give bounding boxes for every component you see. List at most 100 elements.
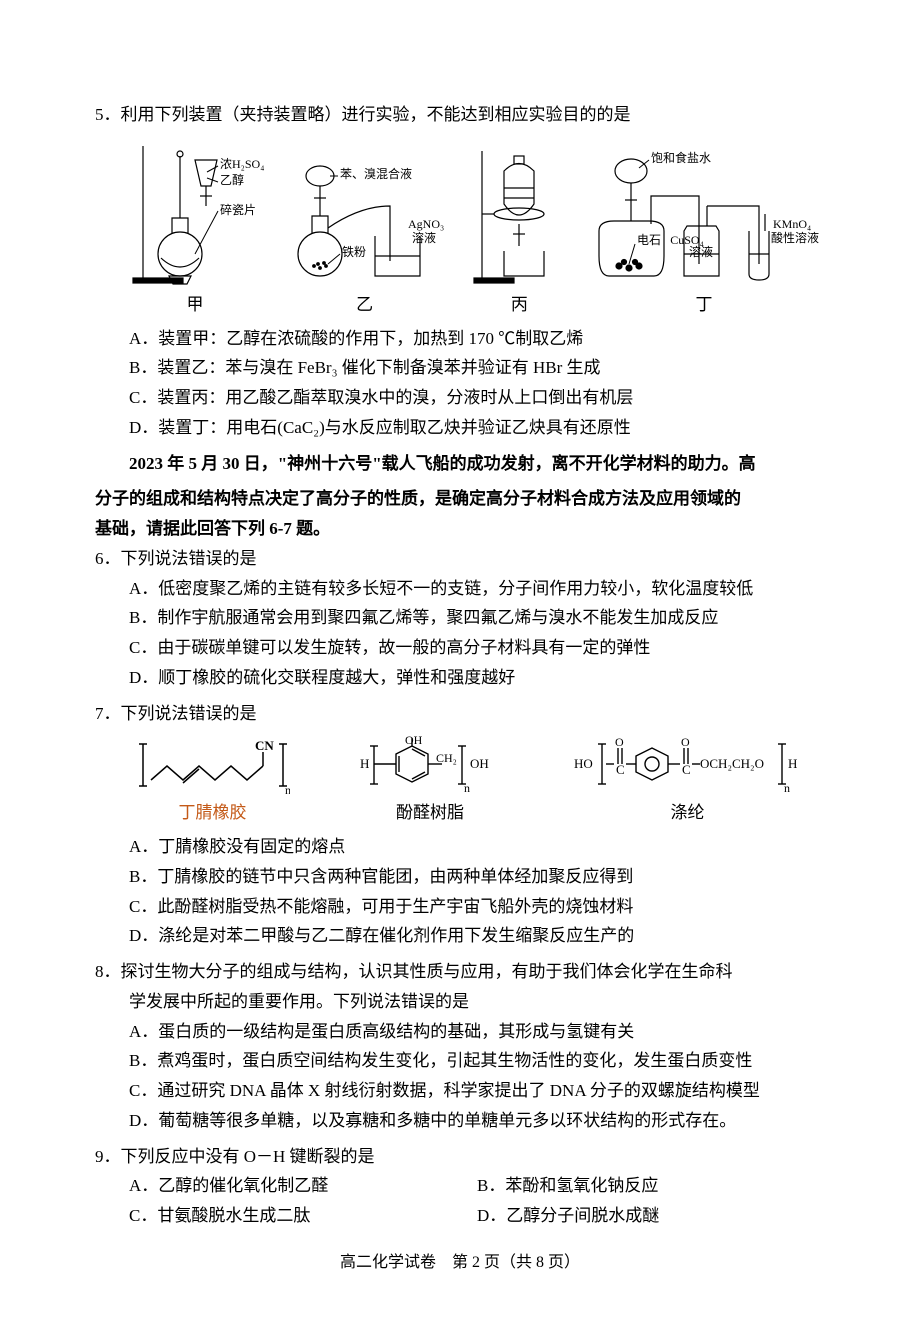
q8-opt-c-text: 通过研究 DNA 晶体 X 射线衍射数据，科学家提出了 DNA 分子的双螺旋结构…	[157, 1081, 760, 1100]
context-line-2: 分子的组成和结构特点决定了高分子的性质，是确定高分子材料合成方法及应用领域的	[95, 484, 825, 514]
q9-stem: 9．下列反应中没有 O－H 键断裂的是	[95, 1142, 825, 1172]
pf-left-h: H	[360, 756, 369, 771]
pet-o1: O	[615, 735, 624, 749]
q5-number: 5．	[95, 105, 121, 124]
q8-opt-c: C．通过研究 DNA 晶体 X 射线衍射数据，科学家提出了 DNA 分子的双螺旋…	[129, 1076, 825, 1106]
q5-opt-d: D．装置丁：用电石(CaC₂)与水反应制取乙炔并验证乙炔具有还原性	[129, 413, 825, 443]
q9-options-row-1: A．乙醇的催化氧化制乙醛 B．苯酚和氢氧化钠反应	[95, 1171, 825, 1201]
question-5: 5．利用下列装置（夹持装置略）进行实验，不能达到相应实验目的的是	[95, 100, 825, 443]
q6-opt-c-text: 由于碳碳单键可以发生旋转，故一般的高分子材料具有一定的弹性	[157, 638, 650, 657]
q5-stem-text: 利用下列装置（夹持装置略）进行实验，不能达到相应实验目的的是	[121, 105, 631, 124]
q5-opt-d-text: 装置丁：用电石(CaC₂)与水反应制取乙炔并验证乙炔具有还原性	[158, 418, 630, 437]
diagram-bing: 丙	[464, 136, 574, 320]
q9-opt-a-text: 乙醇的催化氧化制乙醛	[158, 1176, 328, 1195]
pf-n: n	[464, 781, 470, 795]
pet-label: 涤纶	[671, 798, 705, 828]
q7-structures: CN n 丁腈橡胶	[135, 734, 825, 828]
q7-stem-text: 下列说法错误的是	[121, 704, 257, 723]
q8-opt-b: B．煮鸡蛋时，蛋白质空间结构发生变化，引起其生物活性的变化，发生蛋白质变性	[129, 1046, 825, 1076]
q6-opt-b: B．制作宇航服通常会用到聚四氟乙烯等，聚四氟乙烯与溴水不能发生加成反应	[129, 603, 825, 633]
jia-label-1: 浓H₂SO₄	[220, 157, 264, 171]
q8-opt-d-text: 葡萄糖等很多单糖，以及寡糖和多糖中的单糖单元多以环状结构的形式存在。	[158, 1111, 736, 1130]
q7-options: A．丁腈橡胶没有固定的熔点 B．丁腈橡胶的链节中只含两种官能团，由两种单体经加聚…	[95, 832, 825, 951]
q5-stem: 5．利用下列装置（夹持装置略）进行实验，不能达到相应实验目的的是	[95, 100, 825, 130]
yi-label-2: 铁粉	[342, 245, 366, 259]
bing-caption: 丙	[511, 290, 528, 320]
q9-opt-c-text: 甘氨酸脱水生成二肽	[157, 1206, 310, 1225]
q9-opt-d: D．乙醇分子间脱水成醚	[477, 1201, 825, 1231]
q7-number: 7．	[95, 704, 121, 723]
q8-number: 8．	[95, 962, 121, 981]
q5-opt-b: B．装置乙：苯与溴在 FeBr₃ 催化下制备溴苯并验证有 HBr 生成	[129, 353, 825, 383]
diagram-ding: 饱和食盐水 电石 CuSO₄ 溶液 KMnO₄ 酸性溶液 丁	[589, 136, 819, 320]
context-line-3: 基础，请据此回答下列 6-7 题。	[95, 514, 825, 544]
pf-oh: OH	[405, 734, 423, 747]
yi-label-4: 溶液	[412, 230, 436, 245]
pet-och2: OCH₂CH₂O	[700, 756, 764, 771]
q9-stem-text: 下列反应中没有 O－H 键断裂的是	[121, 1147, 375, 1166]
q6-opt-d: D．顺丁橡胶的硫化交联程度越大，弹性和强度越好	[129, 663, 825, 693]
struct-pet: O O HO C C OCH₂CH₂O H n 涤纶	[570, 734, 805, 828]
diagram-yi: 苯、溴混合液 铁粉 AgNO₃ 溶液 乙	[280, 136, 450, 320]
ding-caption: 丁	[695, 290, 712, 320]
pet-c2: C	[682, 762, 691, 777]
q5-opt-c: C．装置丙：用乙酸乙酯萃取溴水中的溴，分液时从上口倒出有机层	[129, 383, 825, 413]
struct-pf: OH CH₂ OH H n 酚醛树脂	[350, 734, 510, 828]
q6-opt-d-text: 顺丁橡胶的硫化交联程度越大，弹性和强度越好	[158, 668, 515, 687]
q6-number: 6．	[95, 549, 121, 568]
q9-opt-d-text: 乙醇分子间脱水成醚	[506, 1206, 659, 1225]
q9-number: 9．	[95, 1147, 121, 1166]
q9-opt-c: C．甘氨酸脱水生成二肽	[129, 1201, 477, 1231]
q6-opt-a: A．低密度聚乙烯的主链有较多长短不一的支链，分子间作用力较小，软化温度较低	[129, 574, 825, 604]
pf-ch2: CH₂	[436, 751, 457, 765]
ding-label-5: KMnO₄	[773, 217, 811, 231]
q5-options: A．装置甲：乙醇在浓硫酸的作用下，加热到 170 ℃制取乙烯 B．装置乙：苯与溴…	[95, 324, 825, 443]
pet-c1: C	[616, 762, 625, 777]
q5-diagram-row: 浓H₂SO₄ 乙醇 碎瓷片 甲	[125, 136, 819, 320]
q7-opt-d-text: 涤纶是对苯二甲酸与乙二醇在催化剂作用下发生缩聚反应生产的	[158, 926, 634, 945]
question-7: 7．下列说法错误的是 CN n	[95, 699, 825, 952]
q6-stem: 6．下列说法错误的是	[95, 544, 825, 574]
q6-stem-text: 下列说法错误的是	[121, 549, 257, 568]
q9-options-row-2: C．甘氨酸脱水生成二肽 D．乙醇分子间脱水成醚	[95, 1201, 825, 1231]
q8-stem-cont: 学发展中所起的重要作用。下列说法错误的是	[95, 987, 825, 1017]
q8-opt-a: A．蛋白质的一级结构是蛋白质高级结构的基础，其形成与氢键有关	[129, 1017, 825, 1047]
pet-n: n	[784, 781, 790, 795]
q7-opt-c-text: 此酚醛树脂受热不能熔融，可用于生产宇宙飞船外壳的烧蚀材料	[157, 897, 633, 916]
jia-caption: 甲	[187, 290, 204, 320]
q5-opt-a-text: 装置甲：乙醇在浓硫酸的作用下，加热到 170 ℃制取乙烯	[158, 329, 583, 348]
jia-label-3: 碎瓷片	[220, 202, 256, 217]
ding-label-4: 溶液	[689, 244, 713, 259]
question-8: 8．探讨生物大分子的组成与结构，认识其性质与应用，有助于我们体会化学在生命科 学…	[95, 957, 825, 1136]
pet-h: H	[788, 756, 797, 771]
q5-opt-c-text: 装置丙：用乙酸乙酯萃取溴水中的溴，分液时从上口倒出有机层	[157, 388, 633, 407]
pf-label: 酚醛树脂	[396, 798, 464, 828]
pf-right-oh: OH	[470, 756, 489, 771]
q7-opt-a-text: 丁腈橡胶没有固定的熔点	[158, 837, 345, 856]
q8-options: A．蛋白质的一级结构是蛋白质高级结构的基础，其形成与氢键有关 B．煮鸡蛋时，蛋白…	[95, 1017, 825, 1136]
q7-opt-d: D．涤纶是对苯二甲酸与乙二醇在催化剂作用下发生缩聚反应生产的	[129, 921, 825, 951]
q5-opt-b-text: 装置乙：苯与溴在 FeBr₃ 催化下制备溴苯并验证有 HBr 生成	[157, 358, 600, 377]
q6-opt-a-text: 低密度聚乙烯的主链有较多长短不一的支链，分子间作用力较小，软化温度较低	[158, 579, 753, 598]
q8-opt-a-text: 蛋白质的一级结构是蛋白质高级结构的基础，其形成与氢键有关	[158, 1022, 634, 1041]
pet-ho: HO	[574, 756, 593, 771]
q6-opt-c: C．由于碳碳单键可以发生旋转，故一般的高分子材料具有一定的弹性	[129, 633, 825, 663]
q8-stem-text-1: 探讨生物大分子的组成与结构，认识其性质与应用，有助于我们体会化学在生命科	[121, 962, 733, 981]
q8-opt-d: D．葡萄糖等很多单糖，以及寡糖和多糖中的单糖单元多以环状结构的形式存在。	[129, 1106, 825, 1136]
yi-label-3: AgNO₃	[408, 217, 444, 231]
nbr-n: n	[285, 783, 290, 796]
ding-label-2: 电石	[637, 233, 661, 247]
yi-caption: 乙	[356, 290, 373, 320]
context-line-1: 2023 年 5 月 30 日，"神州十六号"载人飞船的成功发射，离不开化学材料…	[95, 449, 825, 479]
context-paragraph: 2023 年 5 月 30 日，"神州十六号"载人飞船的成功发射，离不开化学材料…	[95, 449, 825, 544]
ding-label-6: 酸性溶液	[771, 230, 819, 245]
q9-opt-b-text: 苯酚和氢氧化钠反应	[505, 1176, 658, 1195]
q6-opt-b-text: 制作宇航服通常会用到聚四氟乙烯等，聚四氟乙烯与溴水不能发生加成反应	[157, 608, 718, 627]
q7-opt-a: A．丁腈橡胶没有固定的熔点	[129, 832, 825, 862]
q9-opt-b: B．苯酚和氢氧化钠反应	[477, 1171, 825, 1201]
jia-label-2: 乙醇	[220, 172, 244, 187]
q8-stem: 8．探讨生物大分子的组成与结构，认识其性质与应用，有助于我们体会化学在生命科	[95, 957, 825, 987]
diagram-jia: 浓H₂SO₄ 乙醇 碎瓷片 甲	[125, 136, 265, 320]
question-6: 6．下列说法错误的是 A．低密度聚乙烯的主链有较多长短不一的支链，分子间作用力较…	[95, 544, 825, 693]
struct-nbr: CN n 丁腈橡胶	[135, 738, 290, 828]
